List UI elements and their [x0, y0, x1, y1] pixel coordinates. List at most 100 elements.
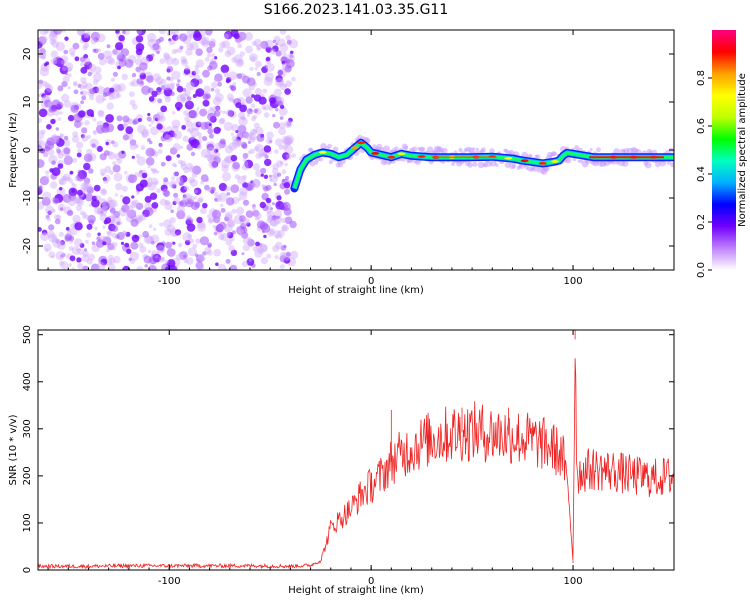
track-halo: [420, 147, 426, 152]
noise-blob: [109, 199, 118, 208]
noise-blob: [68, 47, 76, 55]
noise-blob: [73, 81, 78, 86]
noise-blob: [141, 132, 148, 139]
noise-blob: [86, 148, 93, 156]
noise-blob: [71, 189, 75, 193]
noise-blob: [266, 131, 274, 139]
noise-blob: [208, 123, 212, 127]
noise-blob: [213, 231, 218, 236]
track-halo: [654, 161, 661, 168]
noise-blob: [200, 36, 210, 46]
noise-blob: [246, 222, 251, 227]
noise-blob: [59, 207, 64, 211]
noise-blob: [171, 183, 177, 189]
noise-blob: [93, 206, 102, 215]
noise-blob: [71, 135, 80, 143]
noise-blob: [71, 267, 75, 270]
noise-blob: [273, 215, 283, 225]
noise-blob: [266, 217, 273, 224]
noise-blob: [263, 145, 272, 153]
noise-blob: [57, 85, 64, 92]
noise-blob: [238, 35, 244, 40]
noise-blob: [112, 247, 116, 251]
noise-blob: [237, 197, 241, 201]
noise-blob: [82, 85, 87, 90]
noise-blob: [120, 194, 124, 198]
noise-blob: [160, 78, 167, 85]
noise-blob: [61, 30, 66, 33]
track-halo: [393, 146, 399, 152]
noise-blob: [111, 48, 119, 56]
noise-blob: [142, 230, 150, 238]
noise-blob: [155, 76, 163, 85]
track-hotspot: [351, 146, 359, 150]
noise-blob: [148, 177, 153, 182]
noise-blob: [91, 241, 96, 245]
noise-blob: [156, 170, 160, 174]
noise-blob: [207, 250, 213, 256]
noise-blob: [105, 114, 114, 123]
track-halo: [475, 147, 479, 152]
noise-blob: [279, 43, 289, 52]
noise-blob: [57, 153, 64, 159]
track-halo: [319, 157, 323, 162]
noise-blob: [279, 30, 287, 35]
noise-blob: [180, 56, 187, 63]
track-halo: [309, 148, 314, 152]
noise-blob: [141, 128, 150, 137]
noise-blob: [248, 84, 255, 91]
noise-blob: [282, 144, 288, 150]
noise-blob: [206, 53, 212, 58]
noise-blob: [214, 56, 218, 60]
noise-blob: [102, 225, 106, 229]
noise-blob: [82, 45, 88, 51]
noise-blob: [102, 241, 107, 246]
track-hotspot: [397, 152, 406, 156]
noise-blob: [77, 248, 85, 256]
noise-blob: [213, 148, 219, 154]
noise-blob: [204, 57, 210, 62]
noise-blob: [176, 205, 185, 214]
noise-blob: [176, 85, 184, 93]
noise-blob: [286, 39, 292, 45]
noise-blob: [128, 257, 132, 261]
noise-blob: [56, 148, 61, 154]
noise-blob: [170, 82, 176, 87]
noise-blob: [68, 178, 73, 183]
noise-blob: [122, 30, 126, 34]
noise-blob: [196, 107, 200, 111]
spectrogram-x-ticks: -100 0 100: [47, 30, 675, 287]
noise-blob: [116, 115, 123, 122]
noise-blob: [279, 264, 285, 270]
noise-blob: [182, 232, 192, 242]
noise-blob: [133, 210, 137, 214]
noise-blob: [99, 168, 107, 176]
track-halo: [332, 146, 339, 153]
noise-blob: [260, 167, 267, 174]
noise-blob: [54, 218, 61, 225]
noise-blob: [48, 251, 56, 258]
noise-blob: [160, 85, 166, 90]
noise-blob: [181, 96, 186, 102]
noise-blob: [281, 217, 287, 224]
noise-blob: [103, 150, 110, 156]
noise-blob: [111, 225, 119, 232]
noise-blob: [179, 33, 188, 42]
noise-blob: [238, 116, 248, 127]
noise-blob: [172, 200, 177, 206]
noise-blob: [272, 202, 275, 206]
noise-blob: [245, 210, 254, 218]
noise-blob: [112, 71, 118, 77]
noise-blob: [77, 263, 84, 270]
noise-blob: [157, 98, 163, 104]
noise-blob: [180, 186, 188, 193]
noise-blob: [241, 143, 248, 149]
noise-blob: [276, 206, 280, 210]
noise-blob: [150, 177, 158, 185]
noise-blob: [187, 96, 192, 101]
noise-blob: [202, 99, 210, 107]
noise-blob: [184, 177, 188, 181]
noise-blob: [197, 121, 203, 126]
y-tick-label: 100: [22, 513, 33, 532]
noise-blob: [111, 140, 115, 145]
